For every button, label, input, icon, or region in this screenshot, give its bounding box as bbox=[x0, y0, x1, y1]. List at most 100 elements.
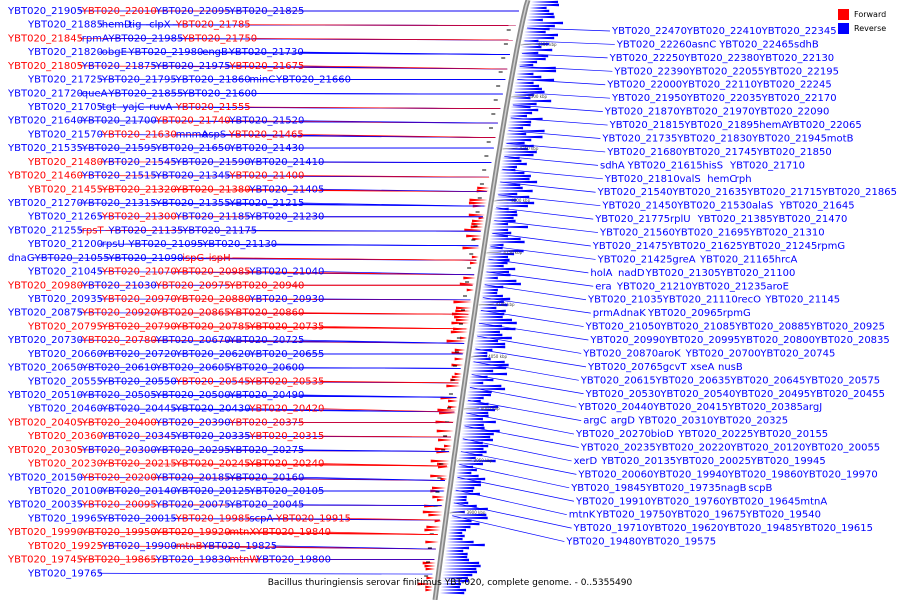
reverse-gene-arrow bbox=[464, 411, 489, 415]
gene-label: YBT020_20660 bbox=[27, 349, 103, 360]
reverse-gene-arrow bbox=[452, 498, 467, 502]
gene-label: YBT020_20615 bbox=[580, 375, 656, 386]
gene-label: YBT020_21855 bbox=[107, 88, 183, 99]
scale-tick bbox=[456, 459, 472, 462]
gene-label: YBT020_21710 bbox=[729, 160, 805, 171]
forward-gene-arrow bbox=[450, 330, 468, 334]
gene-label: YBT020_20605 bbox=[155, 363, 231, 374]
gene-connector bbox=[464, 425, 579, 448]
gene-label: YBT020_21265 bbox=[27, 212, 103, 223]
reverse-gene-arrow bbox=[520, 48, 553, 52]
reverse-gene-arrow bbox=[453, 489, 474, 493]
gene-connector bbox=[246, 106, 501, 109]
gene-label: YBT020_22390 bbox=[613, 66, 689, 77]
reverse-gene-arrow bbox=[453, 492, 480, 496]
gene-label: YBT020_20440 bbox=[577, 402, 653, 413]
reverse-gene-arrow bbox=[486, 255, 509, 259]
gene-connector bbox=[453, 502, 572, 529]
gene-label: YBT020_21975 bbox=[155, 61, 231, 72]
gene-label: YBT020_21130 bbox=[201, 239, 277, 250]
gene-label: YBT020_21680 bbox=[606, 147, 682, 158]
reverse-gene-arrow bbox=[447, 534, 465, 538]
reverse-gene-arrow bbox=[456, 468, 477, 472]
reverse-gene-arrow bbox=[523, 36, 555, 40]
gene-label: YBT020_22095 bbox=[155, 6, 231, 17]
gene-label: YBT020_21705 bbox=[27, 102, 103, 113]
reverse-gene-arrow bbox=[457, 462, 483, 466]
gene-connector bbox=[473, 361, 579, 381]
gene-label: YBT020_20295 bbox=[155, 445, 231, 456]
gene-label: YBT020_20795 bbox=[27, 321, 103, 332]
gene-label: YBT020_20015 bbox=[101, 513, 177, 524]
forward-gene-arrow bbox=[417, 582, 434, 586]
gene-connector bbox=[460, 451, 577, 475]
reverse-gene-arrow bbox=[506, 126, 524, 130]
reverse-gene-arrow bbox=[519, 57, 546, 61]
gene-label: YBT020_20555 bbox=[27, 376, 103, 387]
gene-label: YBT020_21425 bbox=[597, 254, 673, 265]
gene-label: YBT020_20620 bbox=[175, 349, 251, 360]
reverse-gene-arrow bbox=[462, 423, 484, 427]
gene-connector bbox=[527, 27, 611, 32]
gene-label: YBT020_20645 bbox=[729, 375, 805, 386]
gene-label: mtnB bbox=[176, 541, 203, 552]
reverse-gene-arrow bbox=[456, 471, 472, 475]
forward-gene-arrow bbox=[477, 186, 490, 190]
reverse-gene-arrow bbox=[466, 393, 491, 397]
gene-label: YBT020_21860 bbox=[175, 75, 251, 86]
figure-caption: Bacillus thuringiensis serovar finitimus… bbox=[267, 578, 633, 588]
forward-gene-arrow bbox=[451, 375, 462, 379]
gene-label: YBT020_20505 bbox=[81, 390, 157, 401]
reverse-gene-arrow bbox=[475, 333, 503, 337]
gene-label: YBT020_19900 bbox=[101, 541, 177, 552]
reverse-gene-arrow bbox=[507, 120, 532, 124]
reverse-gene-arrow bbox=[529, 6, 547, 10]
gene-label: alaS bbox=[752, 201, 773, 212]
reverse-gene-arrow bbox=[517, 63, 534, 67]
gene-label: YBT020_20225 bbox=[677, 429, 753, 440]
gene-label: YBT020_21650 bbox=[155, 143, 231, 154]
forward-gene-arrow bbox=[436, 498, 445, 502]
scale-tick-label: 3900 kbp bbox=[467, 510, 486, 515]
gene-label: YBT020_21145 bbox=[764, 295, 840, 306]
reverse-gene-arrow bbox=[459, 447, 484, 451]
forward-gene-arrow bbox=[459, 282, 475, 286]
scale-tick bbox=[494, 199, 510, 202]
gene-connector bbox=[300, 175, 490, 178]
gene-label: YBT020_20780 bbox=[81, 335, 157, 346]
gene-label: tgt bbox=[102, 102, 116, 113]
reverse-gene-arrow bbox=[505, 132, 527, 136]
gene-connector bbox=[480, 310, 584, 327]
gene-connector bbox=[492, 233, 591, 247]
gene-label: YBT020_21305 bbox=[645, 268, 721, 279]
gene-label: YBT020_21875 bbox=[81, 61, 157, 72]
gene-label: YBT020_21715 bbox=[746, 187, 822, 198]
gene-label: YBT020_20865 bbox=[155, 308, 231, 319]
gene-label: YBT020_22035 bbox=[686, 93, 762, 104]
gene-label: YBT020_22010 bbox=[81, 6, 157, 17]
gene-label: YBT020_20790 bbox=[101, 321, 177, 332]
gene-label: YBT020_21785 bbox=[175, 20, 251, 31]
reverse-gene-arrow bbox=[480, 297, 511, 301]
forward-gene-arrow bbox=[424, 528, 441, 532]
reverse-gene-arrow bbox=[464, 408, 496, 412]
gene-label: YBT020_21980 bbox=[127, 47, 203, 58]
gene-label: YBT020_20300 bbox=[81, 445, 157, 456]
gene-label: YBT020_21520 bbox=[228, 116, 304, 127]
gene-label: YBT020_21695 bbox=[674, 228, 750, 239]
gene-label: YBT020_21300 bbox=[101, 212, 177, 223]
reverse-gene-arrow bbox=[487, 249, 524, 253]
gene-label: YBT020_20495 bbox=[734, 389, 810, 400]
gene-label: YBT020_20120 bbox=[729, 443, 805, 454]
gene-label: argD bbox=[611, 416, 635, 427]
reverse-gene-arrow bbox=[510, 108, 539, 112]
gene-label: YBT020_20990 bbox=[589, 335, 665, 346]
gene-label: YBT020_20880 bbox=[175, 294, 251, 305]
gene-label: YBT020_21825 bbox=[228, 6, 304, 17]
reverse-gene-arrow bbox=[449, 516, 488, 520]
gene-label: recO bbox=[738, 295, 762, 306]
gene-label: YBT020_21035 bbox=[587, 295, 663, 306]
gene-label: hemD bbox=[102, 20, 132, 31]
reverse-gene-arrow bbox=[507, 123, 531, 127]
reverse-gene-arrow bbox=[449, 522, 480, 526]
